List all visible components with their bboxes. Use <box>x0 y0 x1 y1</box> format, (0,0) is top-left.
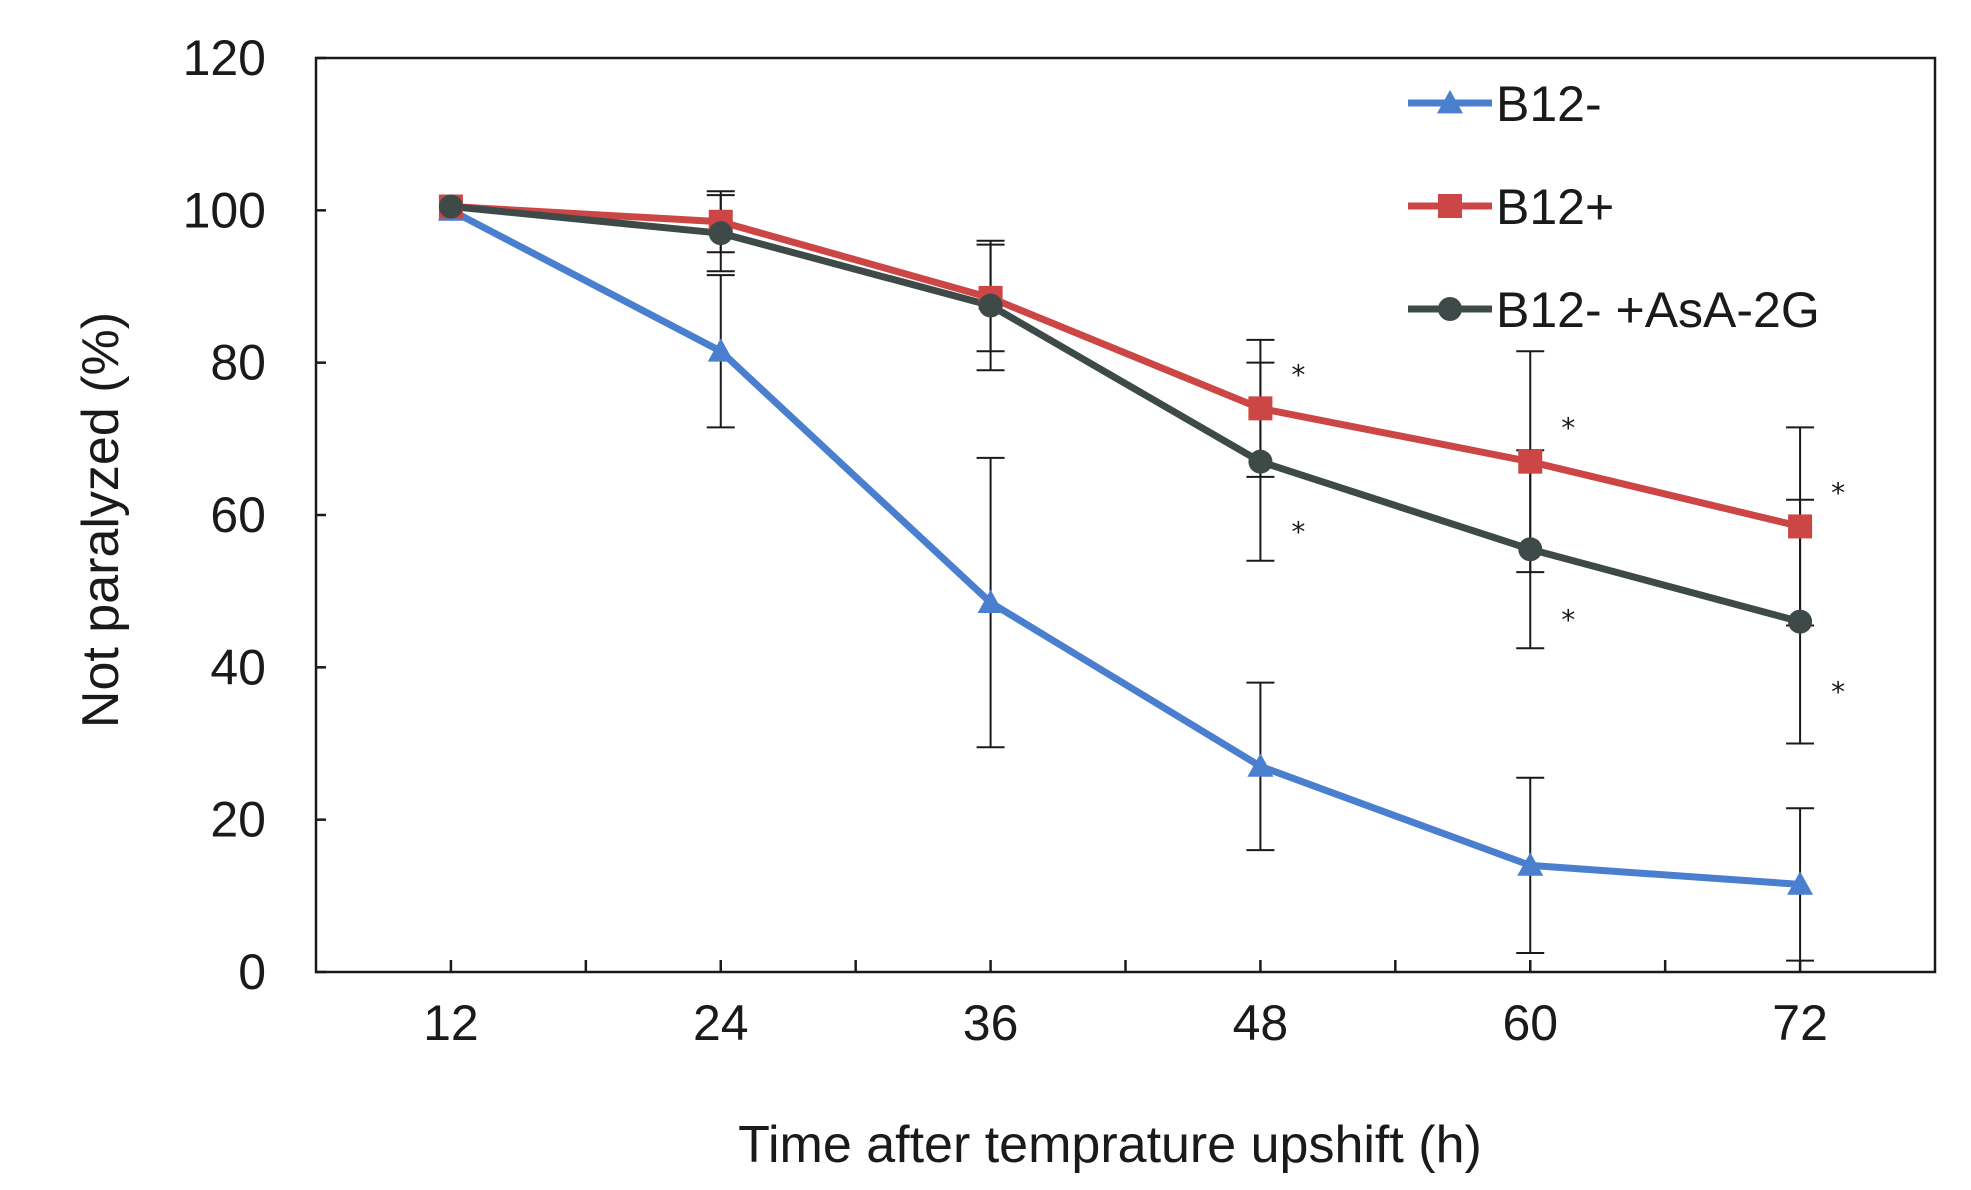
data-point-b12-asa-2g <box>438 194 463 219</box>
data-point-b12 <box>977 589 1004 613</box>
data-point-b12 <box>1517 852 1544 876</box>
significance-star-b12-asa-2g: * <box>1291 516 1305 549</box>
legend-label-b12-asa-2g: B12- +AsA-2G <box>1496 282 1820 338</box>
x-tick-label: 36 <box>963 995 1019 1051</box>
axes: 0 20 40 60 80 100 120 12 24 36 48 60 72 <box>183 30 1937 1051</box>
data-point-b12-asa-2g <box>978 293 1003 318</box>
data-point-b12 <box>1248 396 1273 421</box>
x-tick-label: 24 <box>693 995 749 1051</box>
y-tick-label: 120 <box>183 30 266 86</box>
y-axis-title: Not paralyzed (%) <box>72 312 130 728</box>
y-tick-label: 80 <box>210 335 266 391</box>
significance-star-b12: * <box>1831 476 1845 509</box>
x-axis-title: Time after temprature upshift (h) <box>738 1116 1482 1174</box>
x-tick-label: 48 <box>1233 995 1289 1051</box>
data-point-b12 <box>1787 871 1814 895</box>
x-tick-label: 12 <box>423 995 479 1051</box>
data-point-b12-asa-2g <box>708 221 733 246</box>
y-tick-label: 40 <box>210 639 266 695</box>
legend-marker-b12 <box>1438 194 1462 218</box>
data-point-b12 <box>707 338 734 362</box>
series-line-b12 <box>449 207 1801 888</box>
legend-label-b12: B12- <box>1496 76 1602 132</box>
data-point-b12-asa-2g <box>1518 537 1543 562</box>
significance-star-b12-asa-2g: * <box>1561 603 1575 636</box>
legend-label-b12: B12+ <box>1496 179 1614 235</box>
significance-star-b12: * <box>1561 412 1575 445</box>
x-tick-label: 60 <box>1502 995 1558 1051</box>
series-line-b12 <box>450 203 1801 530</box>
significance-star-b12: * <box>1291 358 1305 391</box>
data-point-b12 <box>1788 514 1813 539</box>
legend-marker-b12-asa-2g <box>1438 297 1462 321</box>
series-markers <box>437 194 1814 895</box>
data-point-b12 <box>1247 753 1274 777</box>
y-tick-label: 20 <box>210 792 266 848</box>
x-tick-label: 72 <box>1772 995 1828 1051</box>
series-lines <box>449 203 1801 888</box>
data-point-b12 <box>1518 449 1543 474</box>
y-tick-label: 100 <box>183 182 266 238</box>
significance-marks: * * * * * * <box>1291 358 1845 708</box>
data-point-b12-asa-2g <box>1248 449 1273 474</box>
series-line-b12-asa-2g <box>450 203 1801 626</box>
legend: B12- B12+ B12- +AsA-2G <box>1408 76 1820 338</box>
y-tick-label: 0 <box>238 944 266 1000</box>
significance-star-b12-asa-2g: * <box>1831 676 1845 709</box>
data-point-b12-asa-2g <box>1788 609 1813 634</box>
y-tick-label: 60 <box>210 487 266 543</box>
legend-marker-b12 <box>1437 90 1463 114</box>
